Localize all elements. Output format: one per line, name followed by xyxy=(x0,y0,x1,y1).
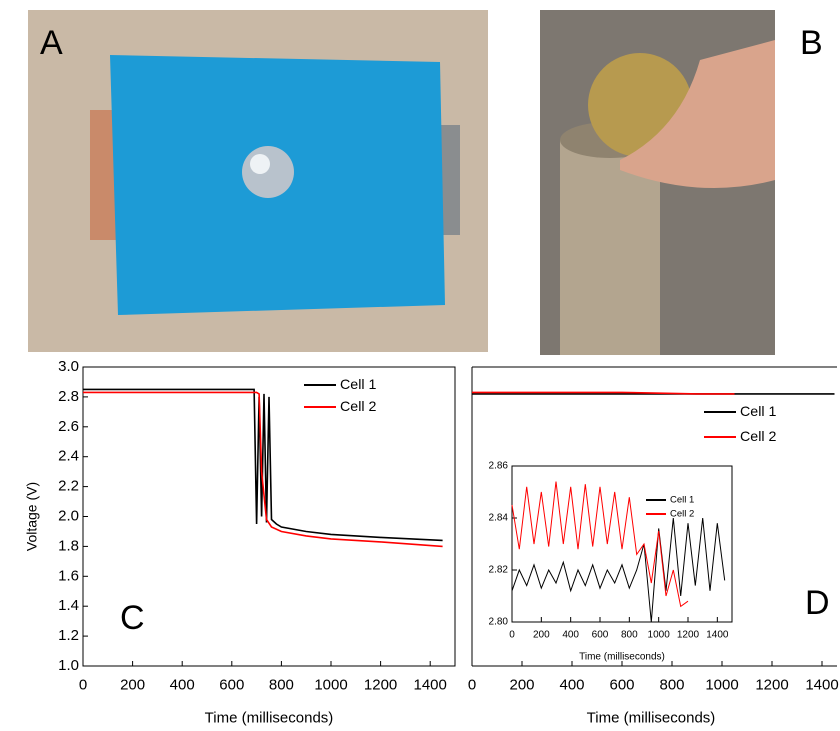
x-tick-label: 1200 xyxy=(364,676,397,693)
panel-label: D xyxy=(805,584,830,622)
x-tick-label: 1200 xyxy=(677,630,700,641)
y-tick-label: 2.86 xyxy=(489,461,509,472)
y-tick-label: 1.6 xyxy=(58,567,79,584)
photo-a: A xyxy=(28,10,488,352)
y-tick-label: 2.84 xyxy=(489,513,509,524)
x-tick-label: 400 xyxy=(562,630,579,641)
y-tick-label: 2.8 xyxy=(58,388,79,405)
x-tick-label: 1400 xyxy=(706,630,729,641)
photo-b: B xyxy=(540,10,823,355)
x-tick-label: 1400 xyxy=(805,676,838,693)
x-tick-label: 200 xyxy=(533,630,550,641)
x-tick-label: 1000 xyxy=(648,630,671,641)
panel-label: C xyxy=(120,599,145,637)
legend-label: Cell 1 xyxy=(740,404,777,420)
y-tick-label: 1.4 xyxy=(58,597,79,614)
x-tick-label: 800 xyxy=(621,630,638,641)
inset-background xyxy=(512,466,732,622)
plot-frame xyxy=(511,465,733,623)
legend-label: Cell 1 xyxy=(340,377,377,393)
y-tick-label: 2.0 xyxy=(58,507,79,524)
x-tick-label: 200 xyxy=(120,676,145,693)
panel-label: A xyxy=(40,24,63,62)
x-tick-label: 600 xyxy=(592,630,609,641)
x-tick-label: 1400 xyxy=(414,676,447,693)
series-line xyxy=(511,481,689,608)
y-tick-label: 2.2 xyxy=(58,478,79,495)
x-tick-label: 400 xyxy=(559,676,584,693)
legend-label: Cell 1 xyxy=(670,495,694,506)
x-tick-label: 1200 xyxy=(755,676,788,693)
y-tick-label: 2.82 xyxy=(489,565,509,576)
x-tick-label: 800 xyxy=(659,676,684,693)
y-tick-label: 1.0 xyxy=(58,657,79,674)
y-tick-label: 1.2 xyxy=(58,627,79,644)
legend-label: Cell 2 xyxy=(340,399,377,415)
x-tick-label: 1000 xyxy=(705,676,738,693)
y-tick-label: 2.80 xyxy=(489,617,509,628)
legend-label: Cell 2 xyxy=(670,509,694,520)
x-axis-label: Time (milliseconds) xyxy=(205,709,334,726)
x-tick-label: 0 xyxy=(509,630,515,641)
y-tick-label: 2.4 xyxy=(58,448,79,465)
x-axis-label: Time (milliseconds) xyxy=(579,652,665,663)
series-line xyxy=(83,388,443,542)
panel-label: B xyxy=(800,24,823,62)
y-tick-label: 2.6 xyxy=(58,418,79,435)
series-line xyxy=(472,391,735,395)
x-tick-label: 0 xyxy=(468,676,476,693)
x-tick-label: 1000 xyxy=(314,676,347,693)
x-tick-label: 0 xyxy=(79,676,87,693)
legend-label: Cell 2 xyxy=(740,429,777,445)
y-tick-label: 3.0 xyxy=(58,358,79,375)
x-tick-label: 800 xyxy=(269,676,294,693)
series-line xyxy=(511,517,726,623)
x-tick-label: 600 xyxy=(219,676,244,693)
x-tick-label: 400 xyxy=(170,676,195,693)
y-tick-label: 1.8 xyxy=(58,537,79,554)
y-axis-label: Voltage (V) xyxy=(24,482,40,551)
x-axis-label: Time (milliseconds) xyxy=(587,709,716,726)
x-tick-label: 200 xyxy=(509,676,534,693)
series-line xyxy=(83,391,443,548)
x-tick-label: 600 xyxy=(609,676,634,693)
